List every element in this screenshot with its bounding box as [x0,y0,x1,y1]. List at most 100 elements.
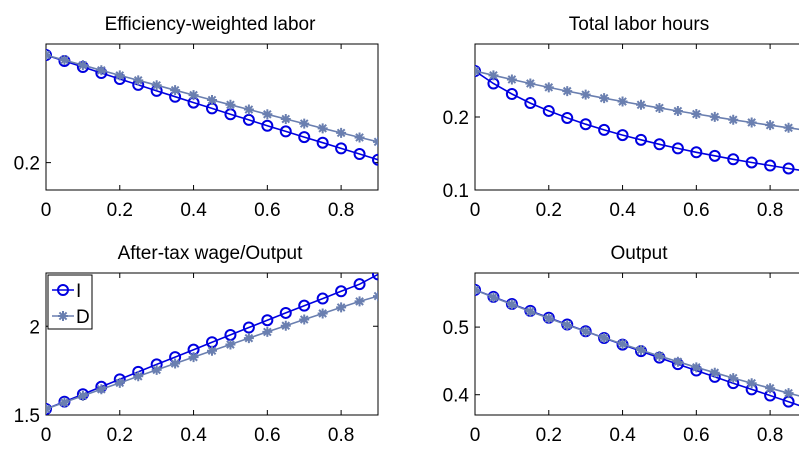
data-point-I [524,97,537,110]
data-point-I [279,125,292,138]
subplot-3: After-tax wage/Output 0 0.2 0.4 0.6 0.8 1.5 2 ID [14,243,379,446]
axes-box [45,272,379,416]
data-point-I [764,159,777,172]
data-point-D [336,127,347,138]
legend-marker-I [57,284,69,296]
data-point-I [690,146,703,159]
data-point-I [316,292,329,305]
x-tick-label: 0.2 [107,200,133,221]
data-point-I [279,306,292,319]
data-point-I [616,129,629,142]
data-point-D [96,65,107,76]
legend: ID [47,274,93,330]
data-point-I [782,162,795,175]
axes-box [474,43,799,191]
data-point-D [728,114,739,125]
data-point-I [505,88,518,101]
data-point-I [298,131,311,144]
data-point-D [354,296,365,307]
data-point-D [599,332,610,343]
subplot-1: Efficiency-weighted labor 0 0.2 0.4 0.6 0.8 0.… [14,14,379,221]
data-point-D [373,291,378,302]
y-tick-label: 0.2 [443,108,469,129]
data-point-D [59,55,70,66]
data-point-I [727,153,740,166]
data-point-D [46,49,51,60]
data-point-D [475,66,480,77]
x-tick-label: 0.4 [609,200,636,221]
x-tick-label: 0.4 [180,425,207,446]
data-point-I [708,149,721,162]
data-point-I [261,119,274,132]
data-point-D [373,136,378,147]
data-point-I [353,278,366,291]
data-point-D [599,93,610,104]
data-point-I [745,156,758,169]
data-point-D [188,352,199,363]
data-point-D [746,117,757,128]
data-point-D [262,109,273,120]
x-tick-label: 0.6 [683,200,709,221]
data-point-D [243,104,254,115]
data-point-D [617,339,628,350]
x-tick-label: 0.6 [683,425,709,446]
data-point-D [207,345,217,356]
data-point-D [243,333,254,344]
data-point-D [543,82,554,93]
data-point-D [506,74,517,85]
data-point-D [317,308,328,319]
data-point-D [488,292,499,303]
x-tick-label: 0 [41,425,52,446]
subplot-title: Total labor hours [569,14,709,35]
data-point-D [672,356,683,367]
x-tick-label: 0.8 [757,200,783,221]
axes-box [45,43,379,191]
x-tick-label: 0.8 [328,200,354,221]
data-point-D [672,106,683,117]
data-point-D [636,99,646,110]
legend-label-D: D [76,307,90,328]
data-point-D [691,109,702,120]
data-point-D [354,132,365,143]
data-point-D [691,362,702,373]
data-point-D [114,377,125,388]
data-point-I [561,111,574,124]
data-point-D [617,96,628,107]
data-point-D [46,403,51,414]
data-point-D [709,111,720,122]
y-tick-label: 2 [29,317,40,338]
data-point-D [77,60,88,71]
y-tick-label: 0.2 [14,154,40,175]
data-point-I [579,118,592,131]
x-tick-label: 0.4 [180,200,207,221]
data-point-I [353,148,366,161]
data-point-I [372,153,378,166]
legend-label-I: I [76,281,81,302]
data-point-D [654,102,665,113]
data-point-D [299,314,310,325]
data-point-I [261,314,274,327]
data-point-D [746,378,757,389]
data-point-D [317,123,328,134]
x-tick-label: 0 [470,425,481,446]
data-point-D [728,373,739,384]
data-point-I [671,142,684,155]
data-point-D [280,114,291,125]
data-point-D [783,388,794,399]
data-point-D [299,118,310,129]
y-tick-label: 0.1 [443,181,469,202]
data-point-D [525,78,536,89]
data-point-I [316,136,329,149]
x-tick-label: 0.8 [328,425,354,446]
series-line-I [475,70,799,171]
data-point-D [188,90,199,101]
data-point-D [151,364,162,375]
data-point-D [225,99,236,110]
data-point-D [262,326,273,337]
data-point-D [783,122,794,133]
data-point-I [298,299,311,312]
subplot-title: Efficiency-weighted labor [105,14,317,35]
data-point-I [242,321,255,334]
data-point-I [335,285,348,298]
